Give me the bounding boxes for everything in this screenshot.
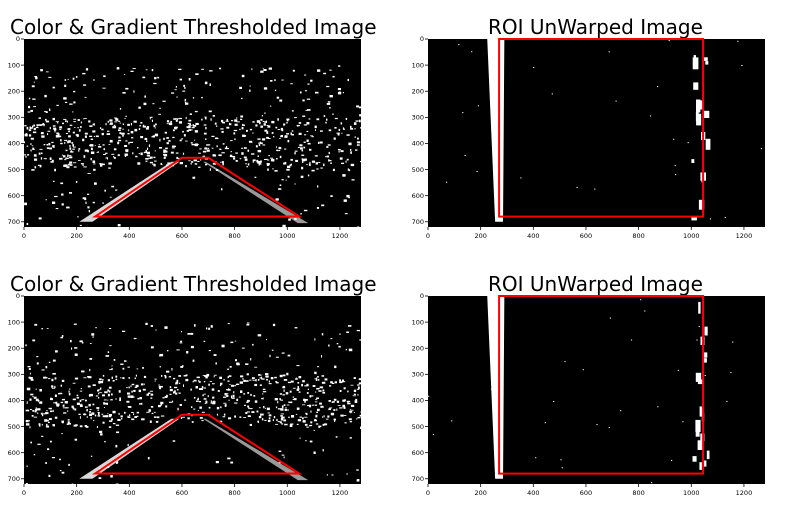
x-tick-label: 600 — [580, 232, 592, 240]
x-tick-label: 1200 — [332, 232, 349, 240]
y-tick-label: 600 — [412, 449, 424, 457]
y-tick-label: 100 — [412, 61, 424, 69]
unwarped-image-panel-top: 0 200 400 600 800 1000 1200 0 100 200 300 400 500 600… — [404, 36, 784, 244]
x-tick-label: 400 — [123, 489, 135, 497]
x-tick-label: 0 — [426, 489, 430, 497]
y-tick-label: 700 — [8, 218, 20, 226]
y-tick-label: 200 — [412, 344, 424, 352]
y-tick-label: 300 — [412, 371, 424, 379]
x-tick-label: 800 — [632, 489, 644, 497]
panel-title-top-right: ROI UnWarped Image — [488, 17, 703, 37]
x-tick-label: 1000 — [683, 232, 700, 240]
y-tick-label: 0 — [16, 293, 20, 300]
x-tick-label: 800 — [632, 232, 644, 240]
panel-title-bottom-left: Color & Gradient Thresholded Image — [10, 274, 377, 294]
image-background — [428, 296, 765, 484]
y-tick-label: 200 — [8, 344, 20, 352]
y-tick-label: 100 — [8, 61, 20, 69]
x-tick-label: 1000 — [683, 489, 700, 497]
x-tick-label: 800 — [228, 489, 240, 497]
y-tick-label: 300 — [8, 371, 20, 379]
y-tick-label: 500 — [412, 166, 424, 174]
y-tick-label: 600 — [8, 449, 20, 457]
y-tick-label: 0 — [420, 36, 424, 43]
y-tick-label: 0 — [420, 293, 424, 300]
y-tick-label: 600 — [412, 192, 424, 200]
x-tick-label: 200 — [70, 489, 82, 497]
x-tick-label: 200 — [70, 232, 82, 240]
y-tick-label: 400 — [412, 397, 424, 405]
x-tick-label: 0 — [22, 489, 26, 497]
x-tick-label: 400 — [527, 232, 539, 240]
y-tick-label: 700 — [412, 218, 424, 226]
x-tick-label: 0 — [22, 232, 26, 240]
y-tick-label: 300 — [412, 114, 424, 122]
y-tick-label: 0 — [16, 36, 20, 43]
x-tick-label: 200 — [474, 232, 486, 240]
y-tick-label: 100 — [8, 318, 20, 326]
y-tick-label: 500 — [412, 423, 424, 431]
x-tick-label: 600 — [176, 232, 188, 240]
panel-title-top-left: Color & Gradient Thresholded Image — [10, 17, 377, 37]
y-tick-label: 700 — [412, 475, 424, 483]
y-tick-label: 300 — [8, 114, 20, 122]
x-tick-label: 1200 — [332, 489, 349, 497]
y-tick-label: 400 — [8, 397, 20, 405]
unwarped-image-panel-bottom: 0 200 400 600 800 1000 1200 0 100 200 300 400 500 600… — [404, 293, 784, 501]
y-tick-label: 500 — [8, 166, 20, 174]
x-tick-label: 800 — [228, 232, 240, 240]
x-tick-label: 1000 — [279, 232, 296, 240]
x-tick-label: 1000 — [279, 489, 296, 497]
y-tick-label: 200 — [8, 87, 20, 95]
y-tick-label: 400 — [412, 140, 424, 148]
y-tick-label: 400 — [8, 140, 20, 148]
x-tick-label: 0 — [426, 232, 430, 240]
x-tick-label: 400 — [123, 232, 135, 240]
y-tick-label: 700 — [8, 475, 20, 483]
thresholded-image-panel-top: 0 200 400 600 800 1000 1200 0 100 200 300 400 500 600… — [0, 36, 380, 244]
x-tick-label: 600 — [580, 489, 592, 497]
panel-title-bottom-right: ROI UnWarped Image — [488, 274, 703, 294]
y-tick-label: 100 — [412, 318, 424, 326]
image-background — [428, 39, 765, 227]
x-tick-label: 400 — [527, 489, 539, 497]
y-tick-label: 600 — [8, 192, 20, 200]
y-tick-label: 200 — [412, 87, 424, 95]
x-tick-label: 200 — [474, 489, 486, 497]
x-tick-label: 1200 — [736, 232, 753, 240]
y-tick-label: 500 — [8, 423, 20, 431]
thresholded-image-panel-bottom: 0 200 400 600 800 1000 1200 0 100 200 300 400 500 600… — [0, 293, 380, 501]
x-tick-label: 1200 — [736, 489, 753, 497]
x-tick-label: 600 — [176, 489, 188, 497]
